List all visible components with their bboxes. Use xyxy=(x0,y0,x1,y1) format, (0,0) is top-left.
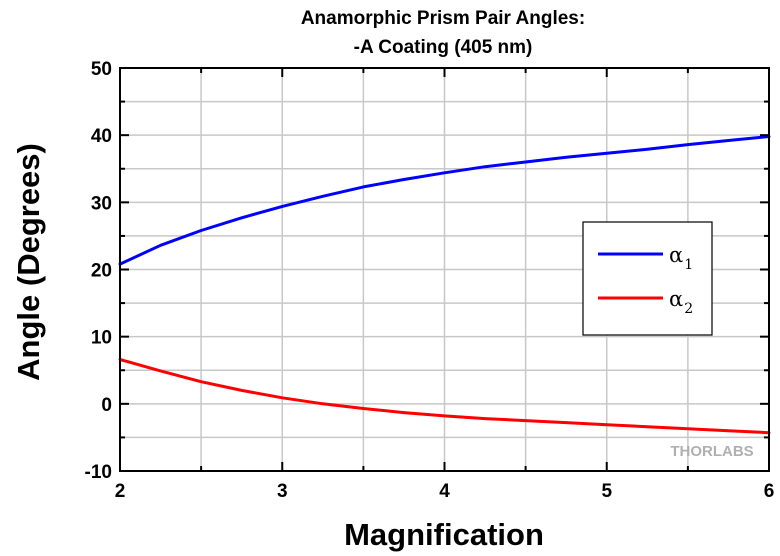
y-axis-title: Angle (Degrees) xyxy=(11,143,46,381)
legend-box xyxy=(582,221,713,336)
x-tick-label: 3 xyxy=(277,481,288,502)
y-tick-label: 40 xyxy=(91,126,112,147)
chart-subtitle: -A Coating (405 nm) xyxy=(354,37,533,58)
legend: α1 α2 xyxy=(582,221,713,336)
y-tick-label: 50 xyxy=(91,59,112,80)
series-line-alpha1 xyxy=(118,135,771,266)
legend-label-alpha2: α2 xyxy=(669,287,693,317)
watermark-logo: THORLABS xyxy=(670,443,753,460)
series-lines xyxy=(118,135,771,435)
legend-label-alpha1: α1 xyxy=(669,243,693,273)
y-tick-label: 30 xyxy=(91,193,112,214)
tick-labels: 2 3 4 5 6 -10 0 10 20 30 40 50 xyxy=(85,59,775,502)
series-line-alpha2 xyxy=(118,358,771,435)
chart-title: Anamorphic Prism Pair Angles: xyxy=(301,8,585,29)
x-tick-label: 6 xyxy=(764,481,775,502)
y-tick-label: 0 xyxy=(101,395,112,416)
y-tick-label: 10 xyxy=(91,328,112,349)
y-tick-label: 20 xyxy=(91,261,112,282)
x-tick-label: 2 xyxy=(115,481,126,502)
x-tick-label: 4 xyxy=(439,481,450,502)
x-tick-label: 5 xyxy=(601,481,612,502)
x-axis-title: Magnification xyxy=(344,517,544,552)
plot-frame xyxy=(119,67,770,472)
y-tick-label: -10 xyxy=(85,462,112,483)
